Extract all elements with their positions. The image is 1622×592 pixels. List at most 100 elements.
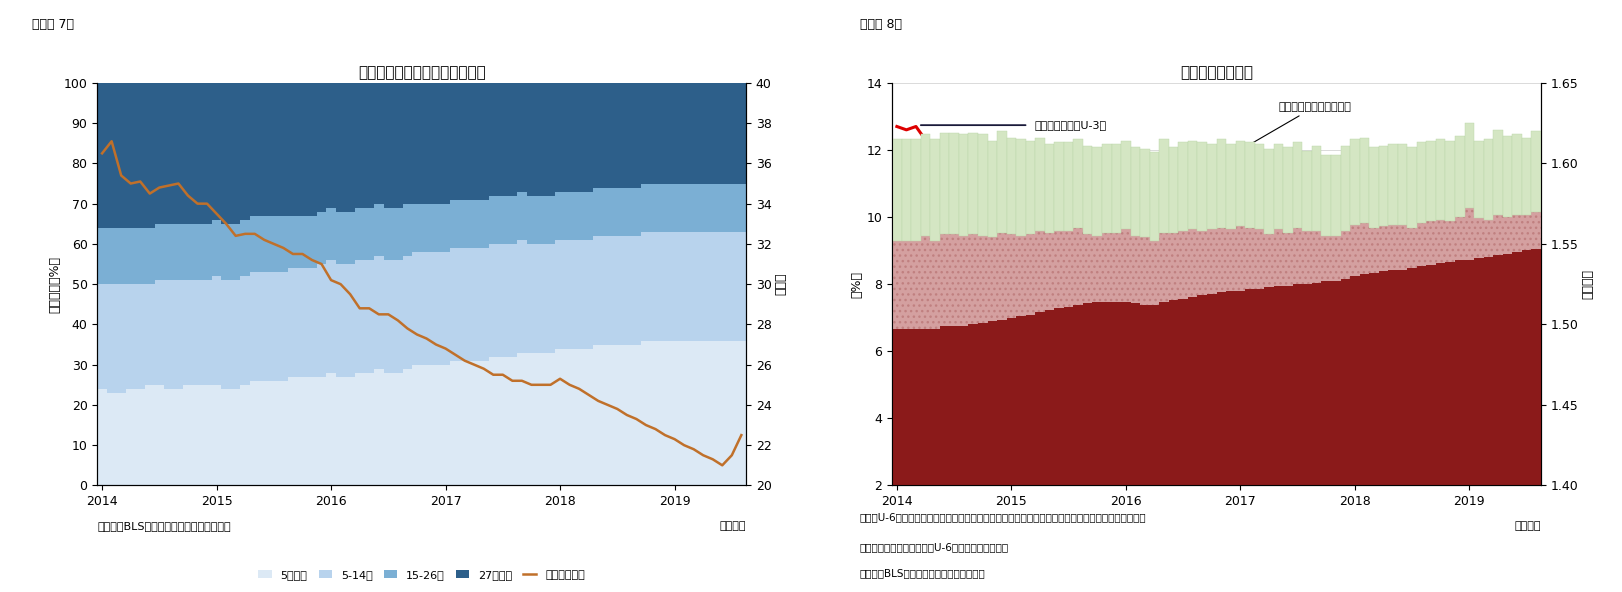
Bar — [603, 83, 613, 188]
Bar — [365, 260, 375, 373]
Bar — [1226, 291, 1236, 592]
Bar — [1236, 278, 1246, 311]
Bar — [1150, 304, 1160, 385]
Bar — [326, 260, 336, 373]
Bar — [594, 188, 603, 236]
Bar — [1388, 270, 1398, 592]
Bar — [1398, 224, 1408, 270]
Bar — [1312, 314, 1322, 341]
Bar — [1502, 355, 1512, 381]
Bar — [1332, 324, 1340, 351]
Bar — [1273, 230, 1283, 286]
Bar — [422, 252, 431, 365]
Bar — [1111, 233, 1121, 302]
Bar — [316, 83, 326, 212]
Bar — [1140, 264, 1150, 301]
Bar — [1160, 139, 1169, 233]
Bar — [1246, 228, 1255, 289]
Bar — [1015, 237, 1025, 271]
Bar — [1369, 411, 1379, 552]
Bar — [650, 340, 660, 485]
Bar — [717, 340, 727, 485]
Bar — [1140, 237, 1150, 305]
Bar — [949, 234, 959, 326]
Bar — [136, 83, 144, 228]
Y-axis label: （億人）: （億人） — [1581, 269, 1594, 299]
Bar — [1273, 286, 1283, 592]
Bar — [727, 83, 736, 184]
Bar — [1074, 250, 1083, 281]
Bar — [1131, 271, 1140, 301]
Bar — [1484, 257, 1494, 592]
Bar — [212, 276, 221, 385]
Bar — [144, 83, 154, 228]
Bar — [1111, 294, 1121, 381]
Bar — [1293, 143, 1302, 228]
Bar — [97, 228, 107, 284]
Bar — [939, 133, 949, 234]
Bar — [221, 83, 230, 224]
Bar — [250, 83, 260, 215]
Bar — [1312, 405, 1322, 552]
Bar — [289, 83, 298, 215]
Bar — [1045, 310, 1054, 592]
Text: （図表 8）: （図表 8） — [860, 18, 902, 31]
Bar — [892, 329, 902, 592]
Bar — [988, 260, 998, 365]
Bar — [1150, 305, 1160, 592]
Bar — [1494, 375, 1502, 425]
Bar — [1160, 302, 1169, 592]
Bar — [1302, 334, 1312, 401]
Bar — [402, 83, 412, 204]
Bar — [1502, 381, 1512, 429]
Bar — [1045, 310, 1054, 592]
Bar — [1379, 411, 1388, 552]
Bar — [1111, 302, 1121, 592]
Bar — [1418, 266, 1426, 592]
Bar — [1025, 371, 1035, 552]
Bar — [1216, 228, 1226, 292]
Bar — [164, 280, 174, 389]
Bar — [289, 215, 298, 268]
Bar — [978, 224, 988, 258]
Bar — [1150, 305, 1160, 592]
Title: 広義失業率の推移: 広義失業率の推移 — [1179, 65, 1254, 81]
Bar — [230, 224, 240, 280]
Bar — [461, 361, 469, 485]
Bar — [1083, 146, 1093, 234]
Bar — [183, 280, 193, 385]
Bar — [1255, 395, 1264, 552]
Bar — [441, 83, 451, 204]
Bar — [680, 340, 689, 485]
Bar — [959, 361, 968, 552]
Bar — [1140, 301, 1150, 385]
Bar — [1264, 149, 1273, 234]
Bar — [1007, 318, 1015, 592]
Bar — [1150, 385, 1160, 552]
Bar — [355, 260, 365, 373]
Bar — [508, 195, 517, 244]
Bar — [1369, 328, 1379, 355]
Bar — [193, 280, 203, 385]
Bar — [1074, 305, 1083, 592]
Y-axis label: （シェア、%）: （シェア、%） — [49, 256, 62, 313]
Bar — [1332, 408, 1340, 552]
Bar — [1178, 298, 1187, 592]
Bar — [1322, 281, 1332, 592]
Bar — [1455, 422, 1465, 552]
Bar — [1054, 247, 1064, 278]
Bar — [1512, 252, 1521, 592]
Bar — [1101, 233, 1111, 302]
Bar — [183, 385, 193, 485]
Bar — [689, 340, 699, 485]
Bar — [1197, 295, 1207, 592]
Bar — [988, 141, 998, 237]
Bar — [508, 83, 517, 195]
Bar — [545, 195, 555, 244]
Bar — [603, 188, 613, 236]
Bar — [1455, 260, 1465, 592]
Bar — [670, 232, 680, 340]
Bar — [1216, 391, 1226, 552]
Bar — [1312, 282, 1322, 592]
Bar — [279, 381, 289, 485]
